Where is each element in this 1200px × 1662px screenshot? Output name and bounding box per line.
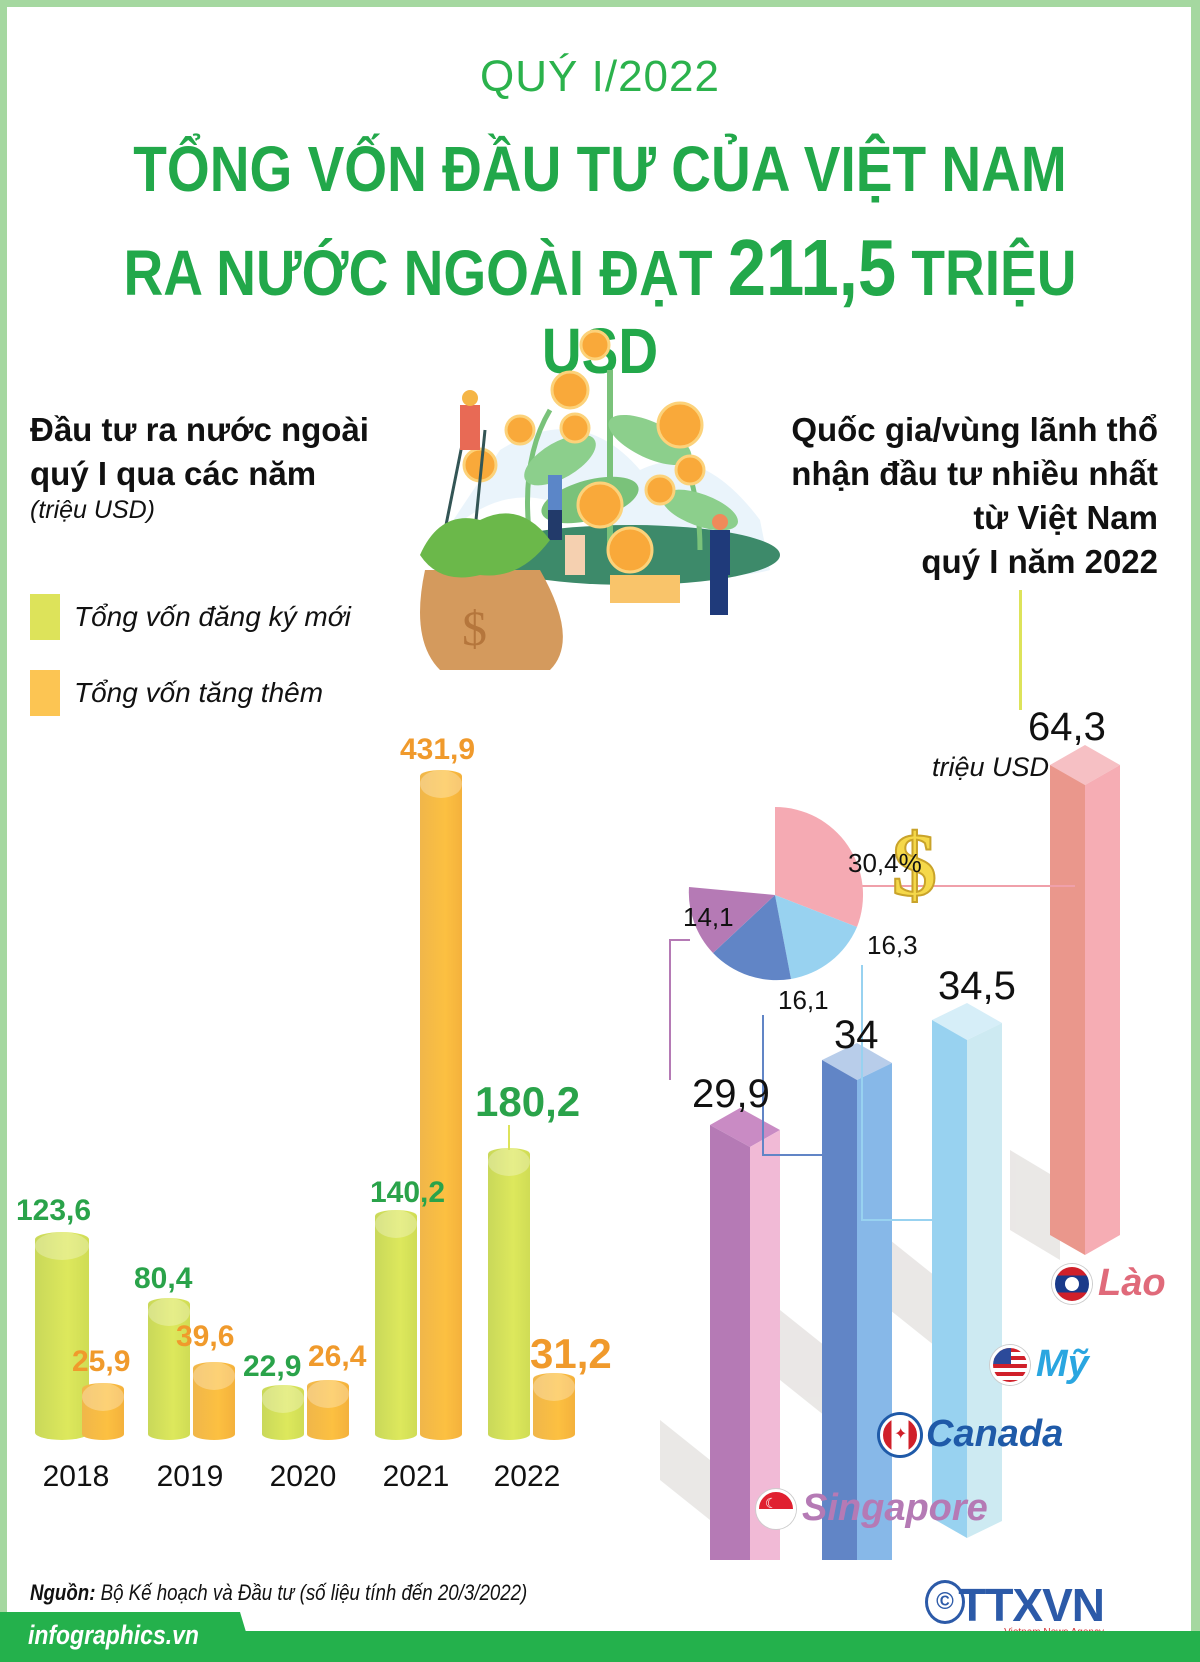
value-2020-added: 26,4 (308, 1340, 367, 1373)
country-label-usa: Mỹ (990, 1343, 1089, 1386)
country-investment-chart: $ (660, 745, 1120, 1560)
right-chart-title: Quốc gia/vùng lãnh thổ nhận đầu tư nhiều… (791, 408, 1158, 584)
value-laos: 64,3 (1028, 705, 1106, 749)
bar-2020-added (307, 1380, 349, 1440)
laos-flag-icon (1052, 1263, 1092, 1304)
right-chart-title-line-3: từ Việt Nam (973, 499, 1158, 536)
headline-total-value: 211,5 (727, 223, 897, 312)
bar-2019-added (193, 1362, 235, 1440)
country-name: Canada (926, 1413, 1064, 1455)
singapore-flag-icon: ☾ (756, 1488, 796, 1529)
canada-flag-icon: ✦ (880, 1414, 920, 1455)
bar-2019-new (148, 1298, 190, 1440)
value-2022-added: 31,2 (530, 1330, 612, 1377)
year-label-2018: 2018 (42, 1460, 110, 1493)
pie-label-singapore: 14,1 (683, 902, 734, 932)
bar-2018-new (35, 1232, 89, 1440)
value-2018-added: 25,9 (72, 1345, 131, 1378)
bar-2021-new (375, 1210, 417, 1440)
left-chart-title-line-2: quý I qua các năm (30, 455, 317, 492)
svg-text:$: $ (462, 600, 487, 656)
country-name: Lào (1098, 1262, 1166, 1304)
value-usa: 34,5 (938, 964, 1016, 1008)
right-chart-title-line-1: Quốc gia/vùng lãnh thổ (791, 411, 1158, 448)
svg-text:$: $ (892, 816, 937, 915)
copyright-icon: © (925, 1580, 965, 1624)
year-label-2022: 2022 (493, 1460, 561, 1493)
pie-label-laos: 30,4% (848, 848, 922, 878)
bar-2020-new (262, 1385, 304, 1440)
year-label-2019: 2019 (156, 1460, 224, 1493)
value-2020-new: 22,9 (243, 1350, 302, 1383)
left-chart-unit: (triệu USD) (30, 496, 156, 524)
legend-label: Tổng vốn tăng thêm (74, 677, 324, 708)
bar-2021-added (420, 770, 462, 1440)
right-chart-title-line-4: quý I năm 2022 (921, 543, 1158, 580)
source-note: Nguồn: Bộ Kế hoạch và Đầu tư (số liệu tí… (30, 1580, 527, 1606)
legend-swatch-orange (30, 670, 60, 716)
left-chart-title: Đầu tư ra nước ngoài quý I qua các năm (30, 408, 369, 496)
legend-item-new-capital: Tổng vốn đăng ký mới (30, 594, 351, 640)
usa-flag-icon (990, 1344, 1030, 1385)
value-2019-added: 39,6 (176, 1320, 235, 1353)
country-name: Mỹ (1036, 1343, 1089, 1385)
value-2019-new: 80,4 (134, 1262, 193, 1295)
left-chart-title-line-1: Đầu tư ra nước ngoài (30, 411, 369, 448)
value-2022-new: 180,2 (475, 1078, 581, 1125)
site-link[interactable]: infographics.vn (28, 1620, 199, 1650)
value-2021-new: 140,2 (370, 1176, 446, 1209)
value-canada: 34 (834, 1013, 879, 1057)
bar-2022-added (533, 1373, 575, 1440)
country-label-laos: Lào (1052, 1262, 1166, 1305)
title-pointer-line (1019, 590, 1022, 710)
bar-2018-added (82, 1383, 124, 1440)
headline-line-1: TỔNG VỐN ĐẦU TƯ CỦA VIỆT NAM (133, 133, 1067, 205)
value-2021-added: 431,9 (400, 733, 476, 766)
country-name: Singapore (802, 1487, 988, 1529)
year-label-2021: 2021 (382, 1460, 450, 1493)
ttxvn-logo: TTXVN (958, 1579, 1105, 1631)
value-2022-pointer-line (508, 1125, 510, 1150)
country-label-singapore: ☾ Singapore (756, 1487, 988, 1530)
pie-label-usa: 16,3 (867, 930, 918, 960)
right-chart-unit: triệu USD (932, 752, 1050, 782)
right-chart-title-line-2: nhận đầu tư nhiều nhất (791, 455, 1158, 492)
headline-line-2-pre: RA NƯỚC NGOÀI ĐẠT (123, 237, 728, 309)
value-singapore: 29,9 (692, 1072, 770, 1116)
pie-label-canada: 16,1 (778, 985, 829, 1015)
value-2018-new: 123,6 (16, 1194, 92, 1227)
legend-item-added-capital: Tổng vốn tăng thêm (30, 670, 323, 716)
kicker-period: QUÝ I/2022 (480, 52, 720, 101)
year-label-2020: 2020 (269, 1460, 337, 1493)
bar-2022-new (488, 1148, 530, 1440)
source-text: Bộ Kế hoạch và Đầu tư (số liệu tính đến … (95, 1580, 528, 1605)
source-label: Nguồn: (30, 1580, 96, 1605)
legend-swatch-green (30, 594, 60, 640)
country-label-canada: ✦ Canada (880, 1413, 1063, 1456)
money-tree-illustration: $ (420, 329, 780, 670)
footer-tab (0, 1612, 255, 1662)
legend-label: Tổng vốn đăng ký mới (74, 601, 351, 632)
